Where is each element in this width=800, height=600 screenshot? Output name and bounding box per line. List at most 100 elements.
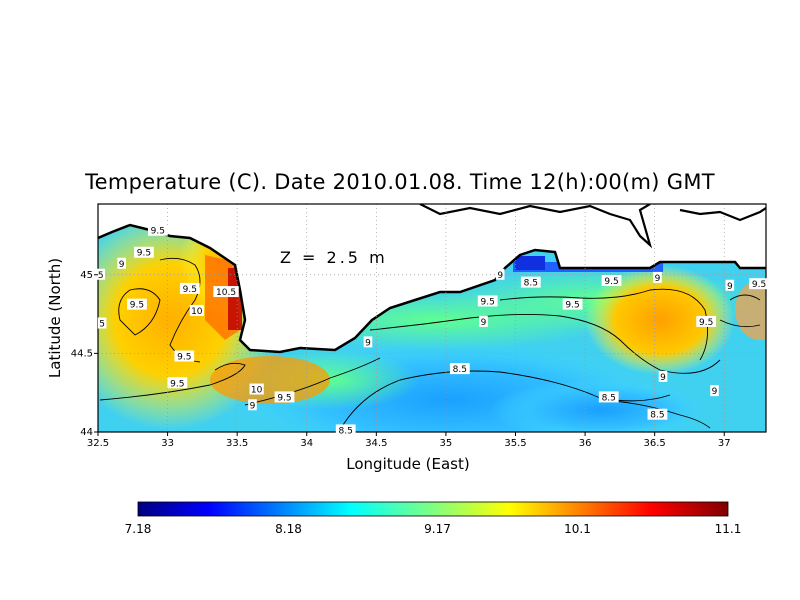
contour-label: 9.5 [170, 379, 184, 389]
contour-label: 9.5 [183, 285, 197, 295]
contour-label-bg [174, 350, 195, 362]
contour-label-bg [127, 298, 147, 310]
x-tick-label: 33 [161, 438, 174, 449]
contour-label: 8.5 [602, 393, 616, 403]
contour-label-bg [117, 257, 126, 269]
contour-label-bg [134, 246, 154, 258]
contour-label: 8.5 [650, 411, 664, 421]
contour-label-bg [179, 282, 200, 294]
contour-label: 9.5 [481, 297, 495, 307]
warm-eddy-east [585, 265, 735, 375]
coastline-north [419, 204, 653, 249]
contour-label-bg [274, 391, 295, 403]
contour-label: 8.5 [453, 365, 467, 375]
x-tick-label: 32.5 [87, 438, 109, 449]
x-tick-label: 34.5 [365, 438, 387, 449]
y-axis-label: Latitude (North) [46, 258, 64, 378]
contour-label-bg [189, 304, 204, 316]
contour-label: 9 [250, 401, 256, 411]
colorbar-ticks: 7.18 8.18 9.17 10.1 11.1 [125, 522, 742, 536]
colorbar-tick-label: 9.17 [424, 522, 451, 536]
contour-label-bg [96, 268, 106, 280]
contour-label: 9.5 [130, 301, 144, 311]
contour-label-bg [479, 315, 488, 327]
contour-line-9-cape [244, 357, 381, 406]
contour-label: 9.5 [699, 318, 713, 328]
contour-label: 9.5 [565, 301, 579, 311]
coastline [98, 223, 766, 354]
coastline-northeast [679, 207, 766, 222]
contour-label: 9 [365, 338, 371, 348]
contour-label: 9.5 [137, 249, 151, 259]
contour-labels: 9.5 9.5 9 5 9.5 10.5 9.5 10 5 9.5 9.5 10 9.5 9 8.5 9 8.5… [96, 224, 769, 436]
contour-label-bg [495, 268, 505, 280]
contour-label: 8.5 [524, 279, 538, 289]
contour-loop-west [118, 288, 161, 336]
contour-label: 5 [98, 271, 104, 281]
contour-label-bg [335, 424, 356, 436]
warm-patch-south-cape [210, 356, 330, 404]
x-tick-label: 35.5 [504, 438, 526, 449]
contour-line-9-west [99, 362, 246, 401]
contour-label-bg [647, 408, 668, 420]
x-tick-label: 36.5 [644, 438, 666, 449]
contour-label: 10 [191, 307, 203, 317]
y-tick-label: 45 [80, 270, 93, 281]
colorbar-tick-label: 11.1 [715, 522, 742, 536]
contour-label-bg [363, 336, 373, 348]
contour-label: 5 [99, 320, 105, 330]
contour-label-bg [249, 383, 264, 395]
contour-label-bg [710, 385, 719, 397]
contour-label-bg [562, 298, 583, 310]
contour-label-bg [658, 370, 668, 382]
contour-label: 9 [712, 387, 718, 397]
y-axis-ticks: 44 44.5 45 [71, 270, 98, 438]
contour-label-bg [598, 391, 619, 403]
contour-label-bg [653, 271, 662, 283]
x-tick-label: 36 [579, 438, 592, 449]
contour-label: 10 [251, 386, 263, 396]
depth-label: Z = 2.5 m [280, 248, 388, 267]
contour-label: 10.5 [216, 288, 236, 298]
contour-label: 9 [119, 260, 125, 270]
colorbar-tick-label: 10.1 [564, 522, 591, 536]
contour-label: 9.5 [277, 393, 291, 403]
contour-label: 9 [481, 318, 487, 328]
x-tick-label: 35 [440, 438, 453, 449]
map-field [98, 204, 766, 432]
colorbar-tick-label: 7.18 [125, 522, 152, 536]
x-tick-label: 34 [300, 438, 313, 449]
contour-line-8-5-east [599, 399, 711, 429]
contour-line-far-east [719, 294, 761, 328]
x-tick-label: 37 [718, 438, 731, 449]
contour-label: 9 [497, 271, 503, 281]
contour-label-bg [248, 399, 257, 411]
x-axis-label: Longitude (East) [346, 455, 469, 473]
colorbar [137, 501, 729, 517]
contour-label: 9.5 [151, 227, 165, 237]
contour-label: 9 [660, 373, 666, 383]
contour-label: 9 [655, 274, 661, 284]
contour-label-bg [601, 275, 622, 287]
contour-label-bg [749, 278, 769, 290]
cool-water-southeast [490, 380, 710, 432]
contour-label-bg [449, 363, 470, 375]
cold-coastal-core [515, 256, 545, 270]
contour-label-bg [696, 315, 717, 327]
contour-label: 9.5 [604, 277, 618, 287]
contour-label-bg [167, 377, 188, 389]
y-tick-label: 44.5 [71, 348, 93, 359]
contour-label: 8.5 [339, 426, 353, 436]
contour-line-9-center [369, 313, 721, 374]
y-tick-label: 44 [80, 427, 93, 438]
contour-label-bg [520, 276, 541, 288]
contour-label-bg [477, 295, 498, 307]
contour-label-bg [725, 279, 735, 291]
contour-label: 9.5 [177, 353, 191, 363]
plot-title: Temperature (C). Date 2010.01.08. Time 1… [85, 170, 715, 194]
x-axis-ticks: 32.5 33 33.5 34 34.5 35 35.5 36 36.5 37 [87, 432, 731, 449]
land-mask [98, 204, 766, 352]
contour-label-bg [213, 286, 239, 298]
x-tick-label: 33.5 [226, 438, 248, 449]
